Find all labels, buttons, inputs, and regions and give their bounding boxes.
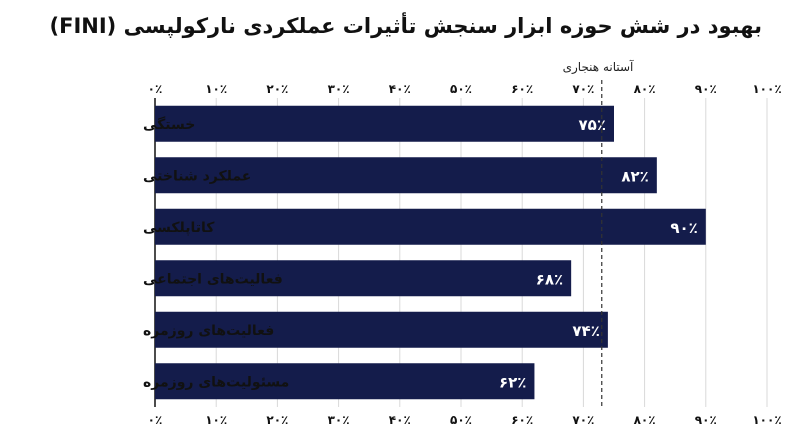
bar [155, 208, 706, 245]
bar-data-label: ۷۴٪ [572, 322, 599, 340]
x-tick-label-bottom: ۲۰٪ [266, 413, 288, 427]
category-label: خستگی [143, 116, 195, 133]
category-label: فعالیت‌های اجتماعی [143, 271, 283, 287]
bar-data-label: ۶۸٪ [536, 270, 563, 288]
x-tick-label-bottom: ۱۰٪ [205, 413, 227, 427]
x-tick-label-top: ۱۰۰٪ [752, 82, 781, 96]
bar [155, 157, 657, 194]
reference-line-label: آستانه هنجاری [563, 59, 634, 75]
x-tick-label-top: ۹۰٪ [695, 82, 717, 96]
x-tick-label-top: ۱۰٪ [205, 82, 227, 96]
category-label: مسئولیت‌های روزمره [143, 374, 289, 390]
category-label: عملکرد شناختی [143, 168, 251, 184]
bar-data-label: ۹۰٪ [670, 219, 697, 237]
x-tick-label-bottom: ۹۰٪ [695, 413, 717, 427]
x-tick-label-bottom: ۸۰٪ [634, 413, 656, 427]
x-tick-label-top: ۵۰٪ [450, 82, 472, 96]
chart-title: بهبود در شش حوزه ابزار سنجش تأثیرات عملک… [49, 14, 763, 38]
x-tick-label-bottom: ۱۰۰٪ [752, 413, 781, 427]
bar [155, 311, 608, 348]
x-tick-label-bottom: ۰٪ [148, 413, 163, 427]
x-tick-label-top: ۳۰٪ [328, 82, 350, 96]
x-tick-label-top: ۰٪ [148, 82, 163, 96]
category-label: فعالیت‌های روزمره [143, 323, 274, 339]
x-tick-label-bottom: ۵۰٪ [450, 413, 472, 427]
bar-data-label: ۷۵٪ [579, 116, 606, 134]
x-tick-label-top: ۲۰٪ [266, 82, 288, 96]
bar [155, 105, 614, 142]
x-tick-label-bottom: ۶۰٪ [511, 413, 533, 427]
x-tick-label-top: ۶۰٪ [511, 82, 533, 96]
bar [155, 363, 535, 400]
x-tick-label-bottom: ۷۰٪ [572, 413, 594, 427]
category-label: کاتاپلکسی [143, 220, 215, 236]
bar-data-label: ۸۲٪ [621, 167, 648, 185]
x-tick-label-bottom: ۴۰٪ [389, 413, 411, 427]
x-tick-label-top: ۸۰٪ [634, 82, 656, 96]
bar [155, 260, 572, 297]
x-tick-label-bottom: ۳۰٪ [328, 413, 350, 427]
x-tick-label-top: ۷۰٪ [572, 82, 594, 96]
bar-data-label: ۶۲٪ [499, 373, 526, 391]
x-tick-label-top: ۴۰٪ [389, 82, 411, 96]
